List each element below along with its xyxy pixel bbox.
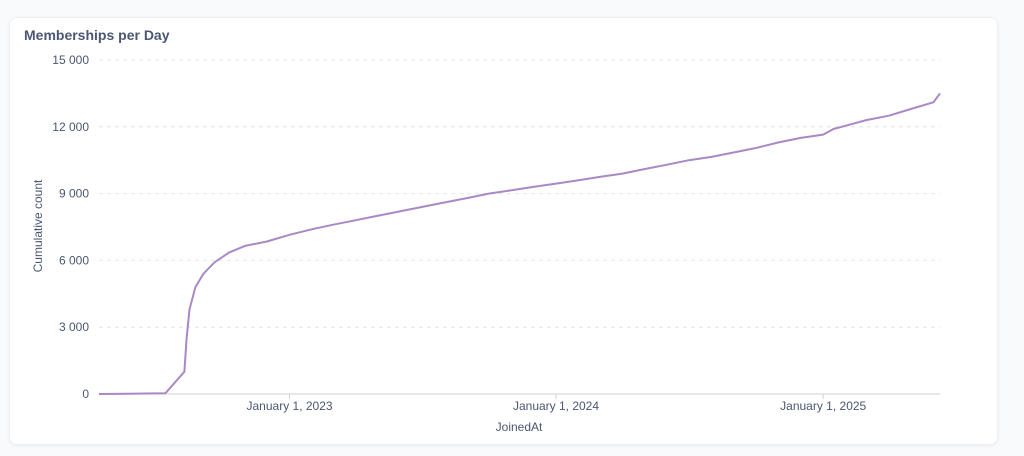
y-tick-label: 15 000 — [52, 53, 89, 67]
y-axis-label: Cumulative count — [31, 179, 45, 272]
y-tick-label: 6 000 — [59, 253, 89, 267]
y-tick-label: 3 000 — [59, 320, 89, 334]
x-axis-ticks: January 1, 2023 January 1, 2024 January 1,… — [247, 394, 867, 413]
grid-lines — [99, 59, 940, 328]
x-tick-label: January 1, 2023 — [247, 399, 333, 413]
chart-title[interactable]: Memberships per Day — [24, 27, 170, 43]
y-tick-label: 0 — [82, 387, 89, 401]
chart-card — [9, 17, 998, 445]
y-tick-label: 12 000 — [52, 120, 89, 134]
series-line[interactable] — [98, 92, 941, 395]
x-tick-label: January 1, 2025 — [780, 399, 866, 413]
y-axis-ticks: 0 3 000 6 000 9 000 12 000 15 000 — [52, 53, 89, 401]
y-tick-label: 9 000 — [59, 187, 89, 201]
x-tick-label: January 1, 2024 — [513, 399, 599, 413]
x-axis-label: JoinedAt — [496, 420, 543, 434]
